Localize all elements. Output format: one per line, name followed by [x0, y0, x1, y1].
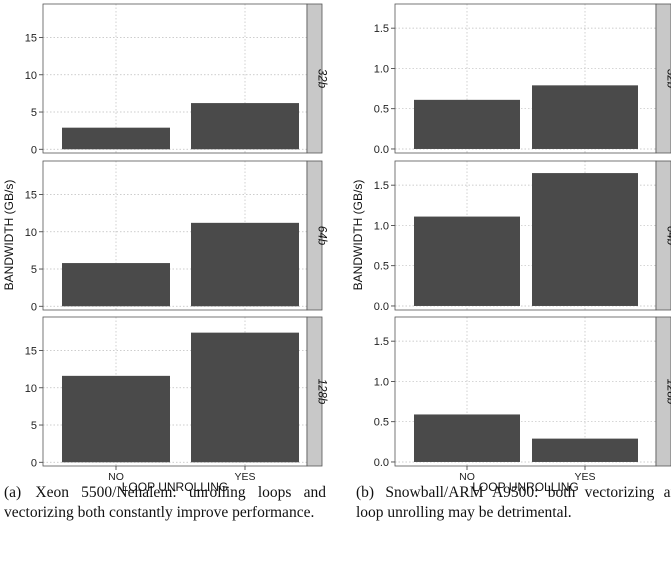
y-tick-label: 15 [25, 346, 37, 358]
facet-128b: 0 5 10 15 128b [25, 316, 328, 469]
bar-64b-no [62, 263, 170, 307]
y-tick-label: 10 [25, 383, 37, 395]
y-tick-label: 0.5 [374, 417, 389, 429]
bar-32b-no [414, 99, 520, 149]
facet-label: 32b [665, 69, 671, 89]
bar-32b-yes [191, 103, 299, 150]
facet-strip [655, 3, 671, 154]
facet-label: 32b [316, 69, 328, 89]
facet-label: 128b [665, 379, 671, 405]
y-tick-label: 0 [31, 301, 37, 313]
caption-a-text: Xeon 5500/Nehalem: unrolling loops and v… [4, 484, 326, 521]
x-axis-title: LOOP UNROLLING [472, 480, 578, 494]
facet-32b: 0 5 10 15 32b [25, 3, 328, 156]
facet-strip [655, 160, 671, 311]
facet-label: 64b [316, 226, 328, 246]
facet-32b: 0.0 0.5 1.0 1.5 32b [374, 3, 671, 156]
y-tick-label: 15 [25, 190, 37, 202]
y-tick-label: 5 [31, 420, 37, 432]
bar-32b-yes [532, 85, 638, 149]
facet-strip [306, 316, 323, 467]
y-tick-label: 10 [25, 70, 37, 82]
y-tick-label: 0.5 [374, 261, 389, 273]
facet-strip [306, 3, 323, 154]
y-tick-label: 1.5 [374, 180, 389, 192]
y-tick-label: 5 [31, 107, 37, 119]
facet-label: 64b [665, 226, 671, 246]
facet-strip [306, 160, 323, 311]
x-axis-title: LOOP UNROLLING [122, 480, 228, 494]
y-tick-label: 0.5 [374, 104, 389, 116]
facet-64b: 0 5 10 15 64b [25, 160, 328, 313]
bar-128b-no [62, 375, 170, 463]
y-tick-label: 15 [25, 33, 37, 45]
facet-64b: 0.0 0.5 1.0 1.5 64b [374, 160, 671, 313]
facet-strip [655, 316, 671, 467]
facet-128b: 0.0 0.5 1.0 1.5 128b [374, 316, 671, 469]
x-tick-label: NO [108, 471, 124, 483]
y-axis-title: BANDWIDTH (GB/s) [351, 180, 365, 291]
y-tick-label: 0 [31, 457, 37, 469]
y-axis-title: BANDWIDTH (GB/s) [2, 180, 16, 291]
x-tick-label: YES [234, 471, 255, 483]
y-tick-label: 0.0 [374, 301, 389, 313]
y-tick-label: 5 [31, 264, 37, 276]
y-tick-label: 10 [25, 227, 37, 239]
caption-a: (a) Xeon 5500/Nehalem: unrolling loops a… [4, 483, 326, 523]
bar-64b-no [414, 216, 520, 306]
bar-128b-yes [191, 332, 299, 463]
y-tick-label: 1.5 [374, 23, 389, 35]
y-tick-label: 1.5 [374, 336, 389, 348]
facet-label: 128b [316, 379, 328, 405]
y-tick-label: 0.0 [374, 144, 389, 156]
caption-b-tag: (b) [356, 484, 375, 501]
bar-128b-yes [532, 438, 638, 462]
chart-b: 0.0 0.5 1.0 1.5 32b 0.0 0.5 1.0 1.5 64b 0.0 0.5 1.0 1… [351, 3, 671, 494]
x-tick-label: NO [459, 471, 475, 483]
y-tick-label: 0 [31, 144, 37, 156]
bar-128b-no [414, 414, 520, 462]
x-tick-label: YES [574, 471, 595, 483]
y-tick-label: 1.0 [374, 63, 389, 75]
y-tick-label: 0.0 [374, 457, 389, 469]
caption-a-tag: (a) [4, 484, 22, 501]
caption-b: (b) Snowball/ARM A9500: both vectorizing… [356, 483, 671, 523]
y-tick-label: 1.0 [374, 376, 389, 388]
bar-32b-no [62, 127, 170, 150]
bar-64b-yes [532, 173, 638, 306]
bar-64b-yes [191, 222, 299, 307]
chart-a: 0 5 10 15 32b 0 5 10 15 64b 0 5 10 15 128b NO YES LOOP UN… [2, 3, 328, 494]
caption-b-text: Snowball/ARM A9500: both vectorizing and… [356, 484, 671, 521]
y-tick-label: 1.0 [374, 220, 389, 232]
